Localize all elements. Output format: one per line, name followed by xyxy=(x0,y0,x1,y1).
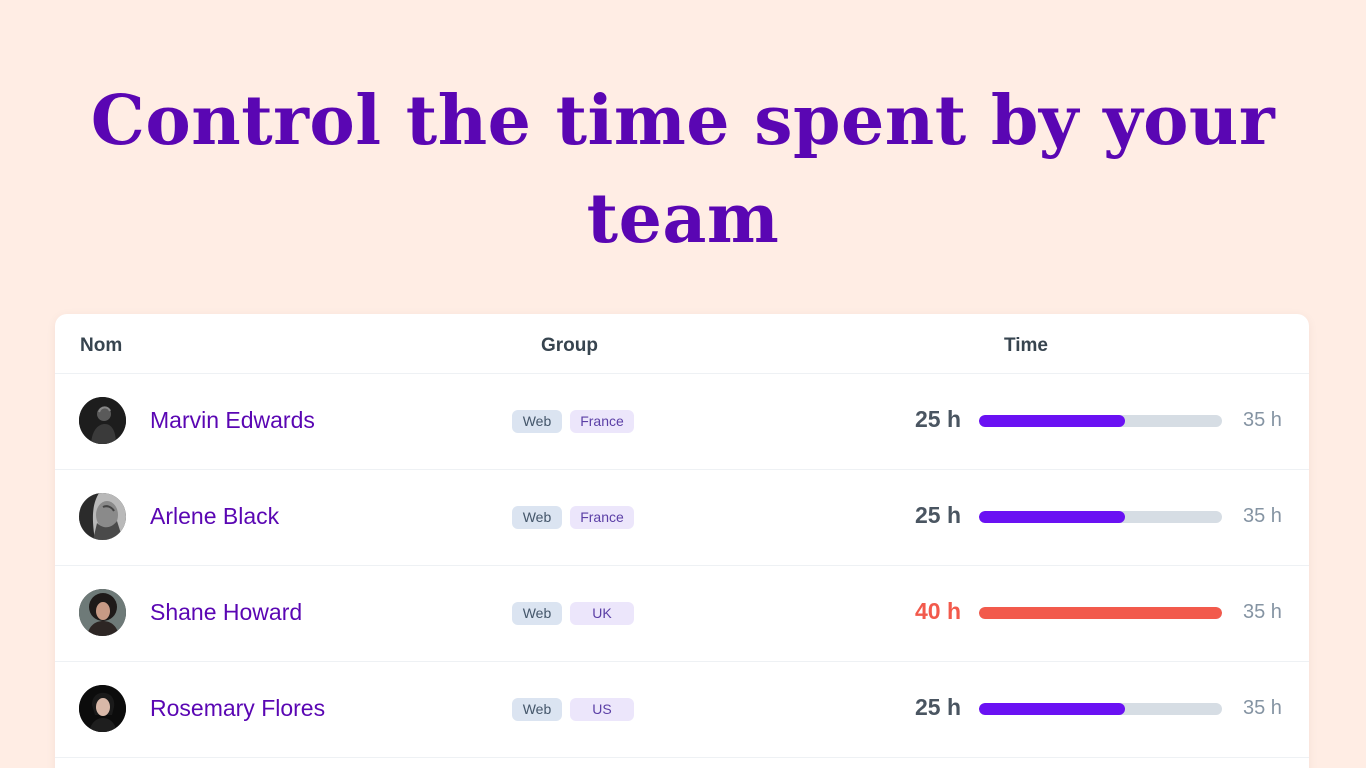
group-tag: Web xyxy=(512,698,562,721)
region-tag: France xyxy=(570,410,634,433)
hours-logged: 25 h xyxy=(914,694,961,720)
hours-target: 35 h xyxy=(1243,409,1282,431)
hours-logged: 25 h xyxy=(914,406,961,432)
hours-logged: 40 h xyxy=(914,598,961,624)
column-header-name[interactable]: Nom xyxy=(80,335,123,356)
column-header-group[interactable]: Group xyxy=(541,335,598,356)
time-progress-fill xyxy=(979,607,1222,619)
table-header: Nom Group Time xyxy=(55,314,1309,374)
person-portrait-icon xyxy=(79,589,126,636)
headline-line-1: Control the time spent by your xyxy=(90,81,1276,161)
person-portrait-icon xyxy=(79,397,126,444)
member-name[interactable]: Marvin Edwards xyxy=(150,407,315,433)
member-name[interactable]: Arlene Black xyxy=(150,503,280,529)
time-progress-bar xyxy=(979,511,1222,523)
time-progress-fill xyxy=(979,703,1125,715)
region-tag: US xyxy=(570,698,634,721)
time-progress-bar xyxy=(979,607,1222,619)
time-progress-bar xyxy=(979,703,1222,715)
group-tags: Web UK xyxy=(512,602,634,625)
avatar xyxy=(79,685,126,732)
group-tags: Web US xyxy=(512,698,634,721)
hours-target: 35 h xyxy=(1243,505,1282,527)
table-row[interactable]: Rosemary Flores Web US 25 h 35 h xyxy=(55,662,1309,758)
person-portrait-icon xyxy=(79,493,126,540)
member-name[interactable]: Shane Howard xyxy=(150,599,303,625)
column-header-time[interactable]: Time xyxy=(1004,335,1049,356)
page-headline: Control the time spent by your team xyxy=(0,72,1366,268)
region-tag: France xyxy=(570,506,634,529)
table-row[interactable]: Shane Howard Web UK 40 h 35 h xyxy=(55,566,1309,662)
person-portrait-icon xyxy=(79,685,126,732)
avatar xyxy=(79,397,126,444)
group-tag: Web xyxy=(512,506,562,529)
time-progress-bar xyxy=(979,415,1222,427)
group-tag: Web xyxy=(512,602,562,625)
group-tags: Web France xyxy=(512,410,634,433)
region-tag: UK xyxy=(570,602,634,625)
avatar xyxy=(79,589,126,636)
table-row[interactable]: Arlene Black Web France 25 h 35 h xyxy=(55,470,1309,566)
member-name[interactable]: Rosemary Flores xyxy=(150,695,326,721)
table-row[interactable]: Marvin Edwards Web France 25 h 35 h xyxy=(55,374,1309,470)
time-progress-fill xyxy=(979,415,1125,427)
headline-line-2: team xyxy=(586,179,780,259)
team-time-table: Nom Group Time Marvin Edwards Web France… xyxy=(55,314,1309,768)
group-tag: Web xyxy=(512,410,562,433)
hours-target: 35 h xyxy=(1243,697,1282,719)
hours-logged: 25 h xyxy=(914,502,961,528)
hours-target: 35 h xyxy=(1243,601,1282,623)
group-tags: Web France xyxy=(512,506,634,529)
avatar xyxy=(79,493,126,540)
time-progress-fill xyxy=(979,511,1125,523)
